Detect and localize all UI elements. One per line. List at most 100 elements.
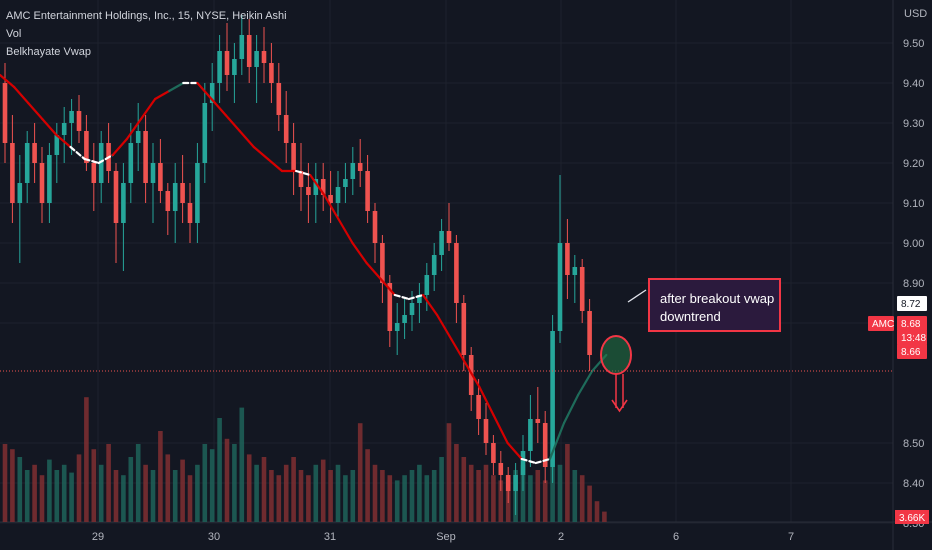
volume-bar	[602, 511, 607, 522]
volume-bars	[2, 397, 607, 522]
candle-body	[431, 255, 437, 275]
candle-body	[135, 131, 141, 143]
price-tag-label: 13:48	[901, 333, 926, 344]
time-tick-label: 30	[208, 531, 220, 543]
annotation-text-line2: downtrend	[660, 309, 721, 324]
candle-body	[491, 443, 496, 463]
volume-bar	[394, 480, 400, 522]
vwap-segment	[548, 421, 566, 461]
candle-body	[298, 171, 304, 187]
volume-bar	[69, 472, 74, 522]
volume-bar	[224, 438, 230, 522]
volume-bar	[32, 464, 37, 522]
candle-body	[91, 163, 97, 183]
price-axis[interactable]: USD 9.509.409.309.209.109.008.908.808.50…	[903, 8, 927, 550]
candle-body	[505, 475, 511, 491]
currency-label: USD	[904, 8, 927, 20]
volume-bar	[557, 464, 563, 522]
time-tick-label: 2	[558, 531, 564, 543]
time-tick-label: 31	[324, 531, 336, 543]
time-axis[interactable]: 29 30 31 Sep 2 6 7	[92, 531, 794, 543]
volume-bar	[343, 475, 348, 522]
price-tag	[897, 330, 927, 345]
candle-body	[439, 231, 444, 255]
annotation-box	[648, 278, 781, 332]
vwap-segment	[506, 441, 523, 461]
down-arrow-icon	[611, 399, 628, 413]
volume-bar	[550, 449, 555, 522]
price-tick-label: 9.40	[903, 78, 924, 90]
volume-bar	[269, 470, 274, 522]
volume-indicator-label[interactable]: Vol	[6, 28, 21, 40]
price-tag	[868, 316, 894, 331]
candle-body	[461, 303, 467, 355]
volume-tag-label: 3.66K	[899, 513, 925, 524]
candle-body	[239, 35, 245, 59]
candle-body	[195, 163, 200, 223]
vwap-segment	[421, 293, 439, 317]
candle-body	[202, 103, 208, 163]
candle-body	[217, 51, 222, 83]
vwap-indicator-label[interactable]: Belkhayate Vwap	[6, 46, 91, 58]
volume-bar	[239, 407, 245, 522]
candle-body	[69, 111, 74, 123]
price-tick-label: 9.00	[903, 238, 924, 250]
volume-bar	[47, 459, 52, 522]
candle-body	[313, 179, 319, 195]
volume-bar	[365, 449, 370, 522]
candle-body	[402, 315, 407, 323]
vwap-segment	[196, 81, 213, 101]
vwap-segment	[27, 101, 44, 121]
candle-body	[579, 267, 585, 311]
volume-bar	[431, 470, 437, 522]
time-tick-label: 7	[788, 531, 794, 543]
volume-bar	[232, 444, 237, 522]
volume-bar	[39, 475, 45, 522]
price-tick-label: 9.20	[903, 158, 924, 170]
candle-body	[76, 111, 82, 131]
annotation-pointer	[627, 289, 647, 303]
volume-bar	[498, 480, 504, 522]
volume-bar	[520, 464, 526, 522]
volume-bar	[246, 454, 252, 522]
volume-bar	[195, 464, 200, 522]
price-tick-label: 8.40	[903, 478, 924, 490]
vwap-segment	[323, 193, 340, 221]
candle-body	[387, 283, 393, 331]
candle-body	[150, 163, 156, 183]
candle-body	[520, 451, 526, 475]
volume-bar	[594, 501, 600, 522]
vwap-segment	[111, 137, 129, 157]
candle-body	[306, 187, 311, 195]
volume-bar	[491, 475, 496, 522]
candle-body	[565, 243, 570, 275]
vwap-segment	[224, 113, 241, 133]
volume-bar	[572, 470, 578, 522]
volume-bar	[261, 457, 267, 522]
candles[interactable]	[2, 15, 592, 515]
volume-bar	[587, 485, 592, 522]
candle-body	[10, 143, 15, 203]
volume-bar	[439, 457, 444, 522]
price-tag-label: 8.68	[901, 319, 921, 330]
vwap-segment	[450, 337, 467, 365]
volume-bar	[446, 423, 452, 522]
volume-bar	[61, 464, 67, 522]
volume-bar	[565, 444, 570, 522]
vwap-segment	[238, 129, 255, 149]
candle-body	[172, 183, 178, 211]
candle-body	[394, 323, 400, 331]
candle-body	[535, 419, 541, 423]
candle-body	[372, 211, 378, 243]
price-tag-label: AMC	[872, 319, 894, 330]
candle-body	[328, 195, 333, 203]
price-labels: 8.72 AMC 8.68 13:48 8.66 3.66K	[868, 296, 929, 524]
volume-bar	[387, 475, 393, 522]
vwap-segment	[365, 261, 382, 281]
vwap-segment	[41, 117, 58, 137]
candle-body	[180, 183, 185, 203]
vwap-segment	[492, 413, 509, 445]
